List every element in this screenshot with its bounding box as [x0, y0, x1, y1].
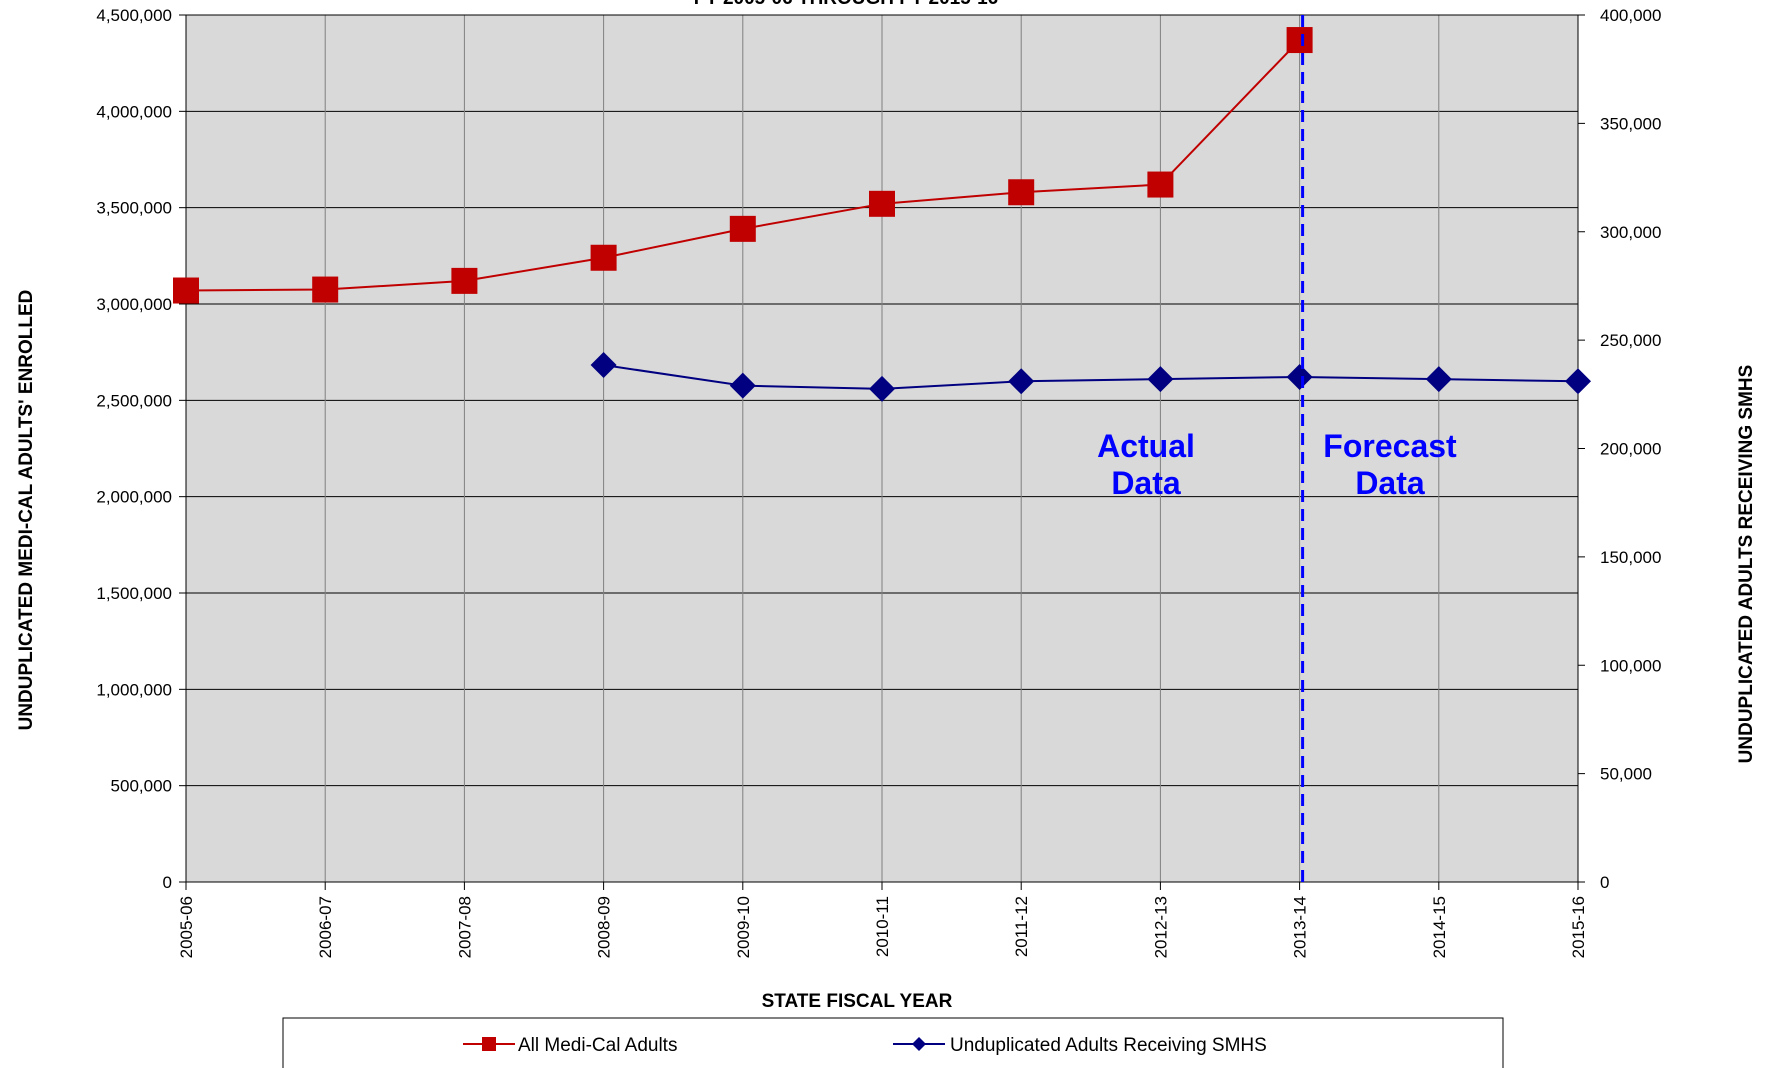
legend: All Medi-Cal Adults Unduplicated Adults …: [282, 1017, 1504, 1068]
y-axis-title-left: UNDUPLICATED MEDI-CAL ADULTS' ENROLLED: [16, 290, 37, 731]
data-point-medi-cal: [173, 277, 199, 304]
left-tick-label: 3,500,000: [96, 199, 172, 218]
left-tick-label: 0: [163, 873, 172, 892]
x-tick-label: 2015-16: [1569, 896, 1588, 958]
annotation-forecast-line2: Data: [1355, 465, 1425, 501]
y-axis-title-right: UNDUPLICATED ADULTS RECEIVING SMHS: [1736, 365, 1757, 764]
data-point-medi-cal: [729, 215, 756, 242]
x-tick-label: 2009-10: [734, 896, 753, 958]
chart-title: FY 2005-06 THROUGH FY 2015-16: [694, 0, 999, 9]
x-tick-label: 2006-07: [316, 896, 335, 958]
right-tick-label: 350,000: [1600, 114, 1661, 133]
left-tick-label: 3,000,000: [96, 295, 172, 314]
right-tick-label: 400,000: [1600, 6, 1661, 25]
x-tick-label: 2012-13: [1151, 896, 1170, 958]
data-point-medi-cal: [451, 267, 478, 294]
left-tick-label: 2,000,000: [96, 488, 172, 507]
data-point-smhs: [1008, 368, 1035, 395]
axes: [179, 14, 1585, 890]
data-point-medi-cal: [312, 276, 339, 303]
x-tick-label: 2007-08: [455, 896, 474, 958]
right-tick-label: 300,000: [1600, 223, 1661, 242]
tick-labels: 0 500,000 1,000,000 1,500,000 2,000,000 2,500…: [96, 6, 1661, 958]
data-point-smhs: [590, 352, 617, 379]
right-tick-label: 150,000: [1600, 548, 1661, 567]
x-tick-label: 2010-11: [873, 896, 892, 957]
data-point-medi-cal: [1147, 171, 1174, 198]
legend-marker-medi-cal: [482, 1037, 496, 1051]
left-tick-label: 1,500,000: [96, 584, 172, 603]
left-tick-label: 500,000: [111, 777, 172, 796]
right-tick-label: 50,000: [1600, 765, 1652, 784]
x-tick-label: 2014-15: [1430, 896, 1449, 958]
left-tick-label: 2,500,000: [96, 391, 172, 410]
x-axis-title: STATE FISCAL YEAR: [762, 991, 953, 1012]
x-tick-label: 2005-06: [177, 896, 196, 958]
right-tick-label: 250,000: [1600, 331, 1661, 350]
x-tick-label: 2008-09: [595, 896, 614, 958]
data-point-smhs: [869, 375, 895, 402]
data-point-smhs: [1286, 363, 1313, 390]
x-tick-label: 2013-14: [1291, 896, 1310, 958]
x-tick-label: 2011-12: [1012, 896, 1031, 957]
data-point-smhs: [1147, 366, 1174, 393]
annotation-actual-line1: Actual: [1097, 428, 1195, 464]
series: [173, 27, 1591, 402]
legend-label-smhs: Unduplicated Adults Receiving SMHS: [950, 1035, 1267, 1056]
left-tick-label: 4,000,000: [96, 102, 172, 121]
series-line-1: [603, 364, 1579, 390]
data-point-medi-cal: [590, 244, 617, 271]
right-tick-label: 100,000: [1600, 656, 1661, 675]
left-tick-label: 1,000,000: [96, 680, 172, 699]
annotation-actual-line2: Data: [1111, 465, 1181, 501]
data-point-medi-cal: [1286, 27, 1313, 54]
legend-marker-smhs: [912, 1037, 926, 1051]
data-point-smhs: [1425, 366, 1452, 393]
left-tick-label: 4,500,000: [96, 6, 172, 25]
data-point-medi-cal: [1008, 179, 1035, 206]
data-point-smhs: [1565, 368, 1591, 395]
right-tick-label: 0: [1600, 873, 1609, 892]
data-point-medi-cal: [869, 190, 895, 217]
annotation-forecast-line1: Forecast: [1323, 428, 1457, 464]
data-point-smhs: [729, 372, 756, 399]
right-tick-label: 200,000: [1600, 440, 1661, 459]
legend-label-medi-cal: All Medi-Cal Adults: [518, 1035, 677, 1056]
